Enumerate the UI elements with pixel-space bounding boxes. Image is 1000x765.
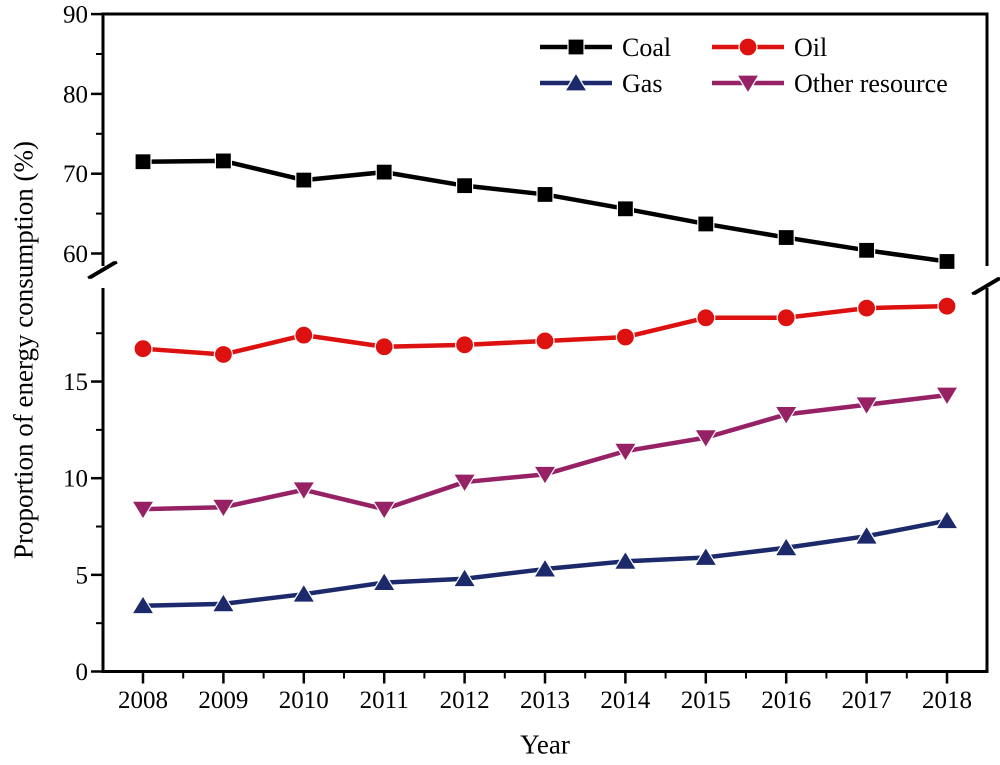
y-tick-label: 80	[63, 81, 88, 108]
x-tick-label: 2012	[440, 687, 490, 714]
marker-gas	[130, 594, 156, 615]
marker-oil	[455, 335, 475, 355]
marker-other-resource	[774, 405, 799, 426]
series-line-coal	[140, 158, 950, 264]
marker-gas	[934, 509, 960, 530]
y-tick-label: 60	[63, 241, 88, 268]
legend-label-other-resource: Other resource	[794, 69, 948, 98]
marker-other-resource	[211, 498, 236, 519]
marker-oil	[856, 298, 877, 318]
marker-coal	[616, 200, 635, 218]
marker-gas	[372, 571, 397, 592]
marker-other-resource	[452, 473, 477, 494]
marker-other-resource	[854, 396, 879, 416]
y-tick-label: 0	[76, 659, 89, 686]
axis-break-mark	[971, 276, 1000, 296]
x-tick-label: 2014	[600, 687, 651, 714]
marker-gas	[693, 546, 718, 567]
legend-marker-gas	[563, 71, 589, 92]
x-tick-label: 2018	[922, 687, 972, 714]
marker-gas	[774, 536, 799, 557]
marker-coal	[375, 163, 393, 181]
marker-gas	[854, 525, 879, 545]
marker-coal	[214, 152, 232, 170]
legend-label-oil: Oil	[794, 33, 827, 62]
x-tick-label: 2013	[520, 687, 570, 714]
marker-gas	[291, 583, 316, 603]
marker-other-resource	[613, 442, 638, 463]
y-tick-label: 90	[63, 2, 88, 29]
marker-oil	[294, 325, 314, 345]
y-tick-label: 10	[63, 466, 88, 493]
marker-coal	[134, 153, 152, 171]
marker-oil	[776, 308, 796, 328]
marker-oil	[535, 331, 555, 351]
marker-other-resource	[532, 465, 558, 486]
marker-oil	[615, 327, 636, 347]
marker-oil	[213, 344, 233, 365]
legend-marker-oil	[738, 37, 758, 57]
y-tick-label: 15	[63, 369, 88, 396]
x-tick-label: 2017	[842, 687, 892, 714]
marker-oil	[374, 337, 394, 357]
x-tick-label: 2009	[198, 687, 248, 714]
marker-coal	[456, 177, 474, 195]
marker-oil	[133, 339, 153, 359]
axis-break-mark	[87, 260, 116, 280]
legend-label-gas: Gas	[622, 69, 662, 98]
marker-coal	[697, 215, 715, 233]
x-tick-label: 2015	[681, 687, 731, 714]
marker-other-resource	[372, 500, 397, 521]
marker-other-resource	[934, 386, 960, 407]
marker-coal	[938, 252, 956, 271]
marker-gas	[452, 567, 477, 588]
x-tick-label: 2008	[118, 687, 168, 714]
x-tick-label: 2010	[279, 687, 329, 714]
marker-coal	[295, 171, 313, 189]
marker-other-resource	[291, 481, 316, 501]
marker-coal	[857, 241, 876, 259]
legend-label-coal: Coal	[622, 33, 671, 62]
marker-oil	[696, 308, 716, 328]
legend-marker-coal	[567, 38, 585, 56]
marker-coal	[777, 228, 795, 247]
x-tick-label: 2016	[761, 687, 811, 714]
y-tick-label: 5	[76, 562, 89, 589]
marker-other-resource	[130, 500, 156, 521]
marker-gas	[613, 550, 638, 570]
legend-marker-other-resource	[735, 74, 761, 95]
marker-other-resource	[693, 429, 718, 449]
marker-gas	[532, 557, 558, 578]
x-tick-label: 2011	[360, 687, 409, 714]
series-line-other-resource	[140, 392, 950, 512]
y-tick-label: 70	[63, 161, 88, 188]
marker-coal	[536, 185, 554, 204]
x-axis-title: Year	[520, 729, 570, 760]
y-axis-title: Proportion of energy consumption (%)	[8, 141, 39, 559]
marker-oil	[937, 296, 957, 316]
marker-gas	[211, 592, 236, 613]
